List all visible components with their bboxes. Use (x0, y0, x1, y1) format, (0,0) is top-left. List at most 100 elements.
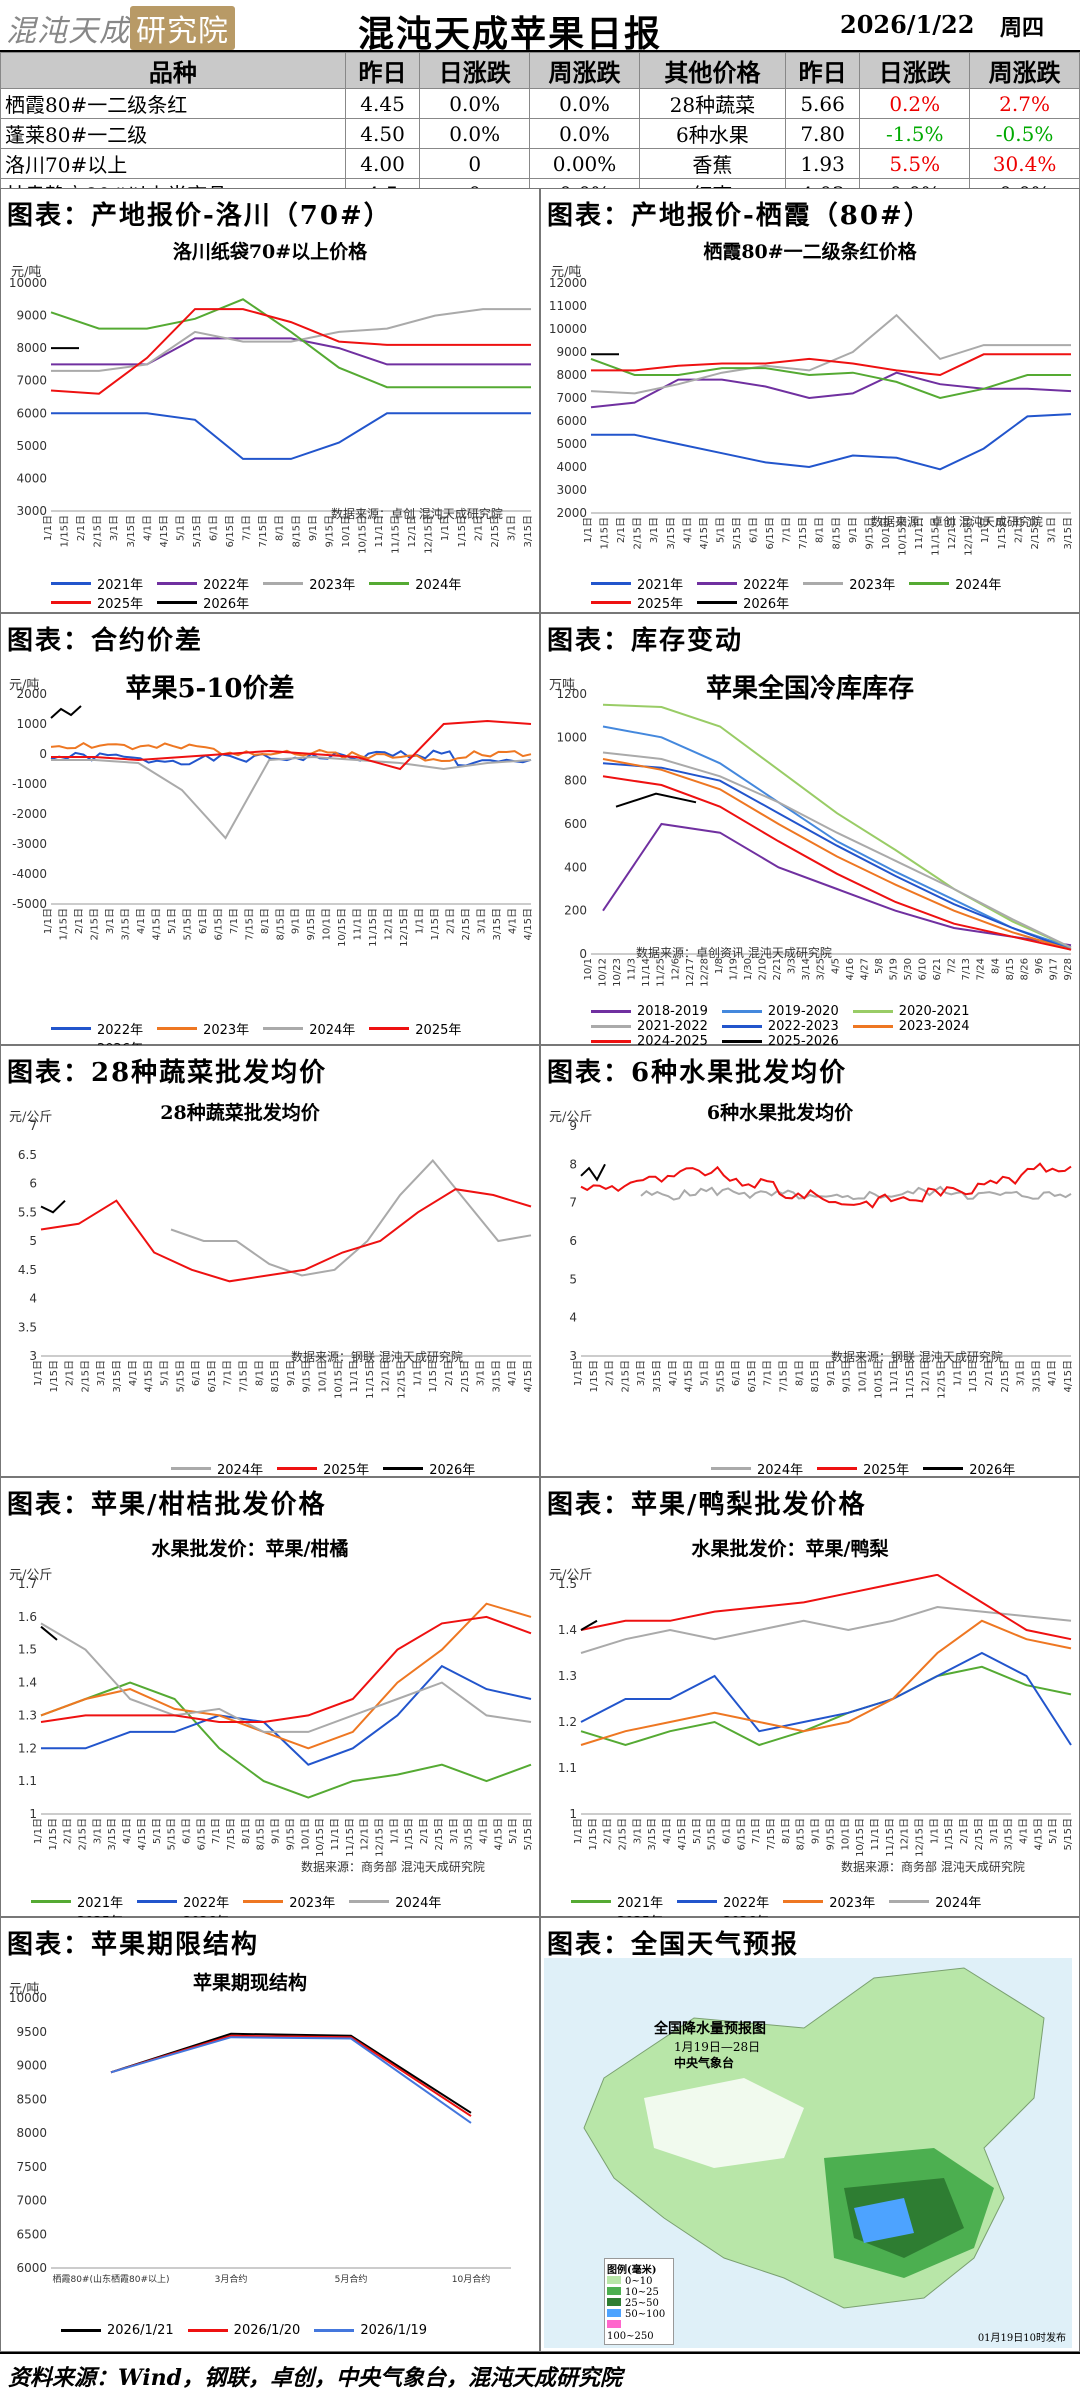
y-tick-label: 10000 (9, 276, 47, 290)
x-tick-label: 2/1日 (959, 1818, 970, 1844)
data-source: 数据来源：钢联 混沌天成研究院 (831, 1350, 1003, 1364)
x-tick-label: 12/15日 (375, 1818, 386, 1857)
spread-panel: 图表：合约价差 苹果5-10价差 元/吨 2000 1000 0 -1000 -2000… (0, 613, 540, 1057)
y-tick-label: -2000 (12, 807, 47, 821)
x-tick-label: 3/15日 (523, 515, 534, 547)
series-line (602, 758, 1072, 951)
x-tick-label: 9/15日 (285, 1818, 296, 1850)
legend-item: 2023年 (243, 1892, 335, 1911)
y-tick-label: 5000 (556, 437, 587, 451)
x-tick-label: 3/15日 (1031, 1360, 1042, 1392)
table-cell: 7.80 (784, 118, 861, 149)
x-tick-label: 3/15日 (120, 908, 131, 940)
report-header: 混沌天成 研究院 混沌天成苹果日报 2026/1/22 周四 (0, 0, 1080, 55)
x-tick-label: 1/15日 (58, 908, 69, 940)
x-tick-label: 2/10 (758, 958, 769, 980)
series-line (591, 353, 1071, 377)
x-tick-label: 10/15日 (855, 1818, 866, 1857)
x-tick-label: 4/1日 (662, 1818, 673, 1844)
x-tick-label: 12/1日 (947, 517, 958, 549)
y-tick-label: 3 (29, 1349, 37, 1363)
x-tick-label: 9/15日 (842, 1360, 853, 1392)
y-tick-label: -4000 (12, 867, 47, 881)
x-tick-label: 6/15日 (747, 1360, 758, 1392)
x-tick-label: 1/1日 (33, 1818, 44, 1844)
legend-item: 2023年 (803, 574, 895, 593)
table-cell: 1.93 (784, 148, 861, 179)
y-tick-label: 6000 (556, 414, 587, 428)
y-tick-label: 6 (569, 1234, 577, 1248)
y-tick-label: 1200 (556, 687, 587, 701)
x-tick-label: 8/1日 (794, 1360, 805, 1386)
x-tick-label: 1/1日 (415, 908, 426, 934)
legend-item: 2024年 (171, 1459, 263, 1478)
x-tick-label: 4/1日 (1047, 1360, 1058, 1386)
y-tick-label: 1000 (556, 730, 587, 744)
x-tick-label: 2/15日 (80, 1360, 91, 1392)
x-tick-label: 5/15日 (1063, 1818, 1074, 1850)
y-tick-label: 1.2 (558, 1715, 577, 1729)
series-line (110, 2032, 472, 2114)
x-tick-label: 2/1日 (1013, 517, 1024, 543)
x-tick-label: 1/15日 (457, 515, 468, 547)
table-row: 洛川70#以上 4.00 0 0.00% 香蕉 1.93 5.5% 30.4% (0, 148, 1080, 179)
x-tick-label: 6/15日 (765, 517, 776, 549)
vegetable-line-chart: 76.565.554.543.531/1日 1/15日 2/1日 2/15日 3/1日 3… (18, 1119, 534, 1399)
series-line (40, 1188, 532, 1283)
section-heading: 图表：产地报价-栖霞（80#） (547, 201, 932, 231)
section-heading: 图表：28种蔬菜批发均价 (7, 1058, 328, 1088)
map-title: 全国降水量预报图 (654, 2021, 766, 2037)
map-org: 中央气象台 (674, 2056, 735, 2070)
y-tick-label: 7 (569, 1196, 577, 1210)
x-tick-label: 3/1日 (449, 1818, 460, 1844)
x-tick-label: 4/15日 (144, 1360, 155, 1392)
x-tick-label: 3/1日 (506, 515, 517, 541)
x-tick-label: 11/15日 (345, 1818, 356, 1857)
price-table: 品种 昨日 日涨跌 周涨跌 其他价格 昨日 日涨跌 周涨跌 栖霞80#一二级条红 4.45 0.0… (0, 52, 1080, 209)
x-tick-label: 1/15日 (589, 1360, 600, 1392)
chart-title: 栖霞80#一二级条红价格 (703, 241, 917, 263)
term-structure-panel: 图表：苹果期限结构 苹果期现结构 元/吨 10000 9500 9000 8500 80… (0, 1917, 540, 2352)
x-tick-label: 7/1日 (763, 1360, 774, 1386)
x-tick-label: 9/15日 (825, 1818, 836, 1850)
x-tick-label: 3/15日 (647, 1818, 658, 1850)
legend-item: 2023年 (783, 1892, 875, 1911)
x-tick-label: 10/15日 (333, 1360, 344, 1399)
x-tick-label: 10/1日 (341, 515, 352, 547)
x-tick-label: 12/1日 (360, 1818, 371, 1850)
x-tick-label: 4/1日 (136, 908, 147, 934)
x-tick-label: 3/15日 (107, 1818, 118, 1850)
x-tick-label: 4/1日 (1018, 1818, 1029, 1844)
series-line (602, 703, 1072, 949)
table-header: 昨日 (344, 52, 421, 89)
chart-title: 28种蔬菜批发均价 (160, 1102, 320, 1124)
x-tick-label: 1/15日 (49, 1360, 60, 1392)
chart-title: 苹果全国冷库库存 (705, 674, 914, 704)
section-heading: 图表：合约价差 (7, 626, 204, 656)
x-tick-label: 2/15日 (89, 908, 100, 940)
legend-item: 2023年 (263, 574, 355, 593)
x-tick-label: 1/1日 (573, 1818, 584, 1844)
x-tick-label: 2/15日 (618, 1818, 629, 1850)
section-heading: 图表：苹果期限结构 (7, 1930, 260, 1960)
table-cell: 0.0% (529, 118, 640, 149)
x-tick-label: 7/15日 (238, 1360, 249, 1392)
y-unit: 元/吨 (11, 265, 42, 280)
y-tick-label: 200 (564, 904, 587, 918)
series-line (580, 1605, 1072, 1654)
x-tick-label: 2/15日 (1030, 517, 1041, 549)
x-tick-label: 7/15日 (226, 1818, 237, 1850)
x-tick-label: 7/1日 (223, 1360, 234, 1386)
x-tick-label: 6/1日 (198, 908, 209, 934)
x-tick-label: 3/15日 (666, 517, 677, 549)
x-tick-label: 2/15日 (460, 1360, 471, 1392)
legend-item: 2026年 (157, 593, 249, 612)
y-unit: 元/吨 (9, 678, 40, 693)
apple-pear-panel: 图表：苹果/鸭梨批发价格 水果批发价：苹果/鸭梨 元/公斤 1.5 1.4 1.3 1… (540, 1477, 1080, 1930)
series-line (50, 705, 82, 719)
table-cell: 2.7% (969, 88, 1080, 119)
section-heading: 图表：苹果/柑桔批发价格 (7, 1490, 327, 1520)
x-tick-label: 12/17 (685, 958, 696, 987)
x-tick-label: 8/1日 (241, 1818, 252, 1844)
precipitation-map: 全国降水量预报图 1月19日—28日 中央气象台 图例(毫米) 0~10 10~2… (544, 1958, 1072, 2348)
